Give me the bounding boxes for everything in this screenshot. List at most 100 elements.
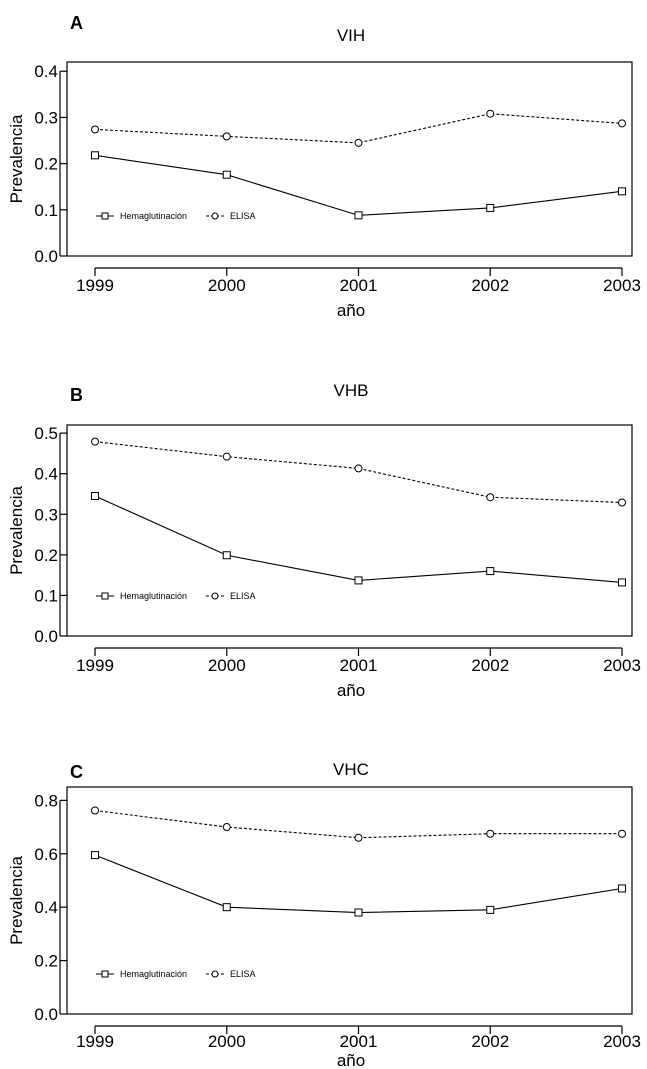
legend-label: Hemaglutinación bbox=[120, 591, 187, 601]
data-point bbox=[222, 551, 231, 560]
legend: Hemaglutinación ELISA bbox=[96, 211, 256, 221]
y-tick-label: 0.6 bbox=[34, 845, 58, 864]
data-point bbox=[91, 851, 99, 860]
y-tick-label: 0.1 bbox=[34, 586, 58, 605]
data-point bbox=[486, 567, 495, 576]
legend-label: ELISA bbox=[230, 211, 256, 221]
data-point bbox=[486, 829, 495, 838]
series-elisa bbox=[91, 437, 626, 507]
data-point bbox=[91, 806, 99, 815]
legend-square-marker bbox=[101, 592, 109, 600]
series-elisa bbox=[91, 109, 626, 147]
data-point bbox=[222, 452, 231, 461]
panel-letter: C bbox=[70, 762, 83, 782]
x-tick-label: 2003 bbox=[603, 656, 641, 675]
panel-letter: B bbox=[70, 385, 83, 405]
data-point bbox=[91, 151, 99, 160]
panel-letter: A bbox=[70, 13, 83, 33]
y-tick-label: 0.3 bbox=[34, 108, 58, 127]
data-point bbox=[222, 132, 231, 141]
data-point bbox=[222, 903, 231, 912]
y-tick-label: 0.0 bbox=[34, 627, 58, 646]
y-tick-label: 0.1 bbox=[34, 201, 58, 220]
data-point bbox=[354, 576, 363, 585]
data-point bbox=[354, 464, 363, 473]
data-point bbox=[618, 884, 626, 893]
data-point bbox=[354, 211, 363, 220]
y-axis-label: Prevalencia bbox=[7, 856, 26, 945]
y-tick-label: 0.0 bbox=[34, 1005, 58, 1024]
data-point bbox=[354, 833, 363, 842]
legend-circle-marker bbox=[211, 212, 219, 220]
legend-square-marker bbox=[101, 970, 109, 978]
x-axis-label: año bbox=[337, 1051, 365, 1069]
data-point bbox=[486, 905, 495, 914]
y-tick-label: 0.4 bbox=[34, 465, 58, 484]
x-axis-label: año bbox=[337, 681, 365, 700]
series-line bbox=[94, 113, 623, 144]
x-axis-label: año bbox=[337, 301, 365, 320]
legend-label: ELISA bbox=[230, 591, 256, 601]
panel-c: C VHC 0.0 0.2 0.4 0.6 0.8 1999 2000 2001 2002 2003 a… bbox=[7, 760, 641, 1069]
legend-circle-marker bbox=[211, 592, 219, 600]
data-point bbox=[618, 829, 626, 838]
y-axis-label: Prevalencia bbox=[7, 486, 26, 575]
y-axis-label: Prevalencia bbox=[7, 114, 26, 203]
y-tick-label: 0.5 bbox=[34, 424, 58, 443]
x-tick-label: 2001 bbox=[340, 1032, 378, 1051]
x-tick-label: 2002 bbox=[471, 656, 509, 675]
plot-frame bbox=[66, 424, 633, 637]
panel-a: A VIH 0.0 0.1 0.2 0.3 0.4 1999 2000 2001 2002 2003 a… bbox=[7, 13, 641, 320]
legend-label: ELISA bbox=[230, 969, 256, 979]
y-tick-label: 0.2 bbox=[34, 546, 58, 565]
series-elisa bbox=[91, 806, 626, 842]
panel-b: B VHB 0.0 0.1 0.2 0.3 0.4 0.5 1999 2000 2001 2002 20… bbox=[7, 381, 641, 700]
data-point bbox=[618, 498, 626, 507]
x-tick-label: 1999 bbox=[76, 276, 114, 295]
chart-title: VHC bbox=[333, 760, 369, 779]
y-tick-label: 0.0 bbox=[34, 247, 58, 266]
legend-square-marker bbox=[101, 212, 109, 220]
plot-frame bbox=[66, 61, 633, 257]
plot-frame bbox=[66, 786, 633, 1015]
series-hemaglutinacion bbox=[91, 851, 626, 917]
data-point bbox=[91, 492, 99, 501]
series-line bbox=[94, 854, 623, 914]
x-tick-label: 2001 bbox=[340, 656, 378, 675]
data-point bbox=[486, 203, 495, 212]
x-tick-label: 1999 bbox=[76, 656, 114, 675]
series-line bbox=[94, 154, 623, 216]
series-line bbox=[94, 495, 623, 583]
x-tick-label: 2000 bbox=[208, 276, 246, 295]
y-tick-label: 0.4 bbox=[34, 62, 58, 81]
y-tick-label: 0.2 bbox=[34, 155, 58, 174]
series-hemaglutinacion bbox=[91, 492, 626, 587]
chart-title: VHB bbox=[334, 381, 369, 400]
data-point bbox=[486, 109, 495, 118]
data-point bbox=[222, 823, 231, 832]
chart-title: VIH bbox=[337, 26, 365, 45]
legend-label: Hemaglutinación bbox=[120, 211, 187, 221]
legend: Hemaglutinación ELISA bbox=[96, 969, 256, 979]
data-point bbox=[222, 170, 231, 179]
data-point bbox=[618, 119, 626, 128]
x-tick-label: 2001 bbox=[340, 276, 378, 295]
series-line bbox=[94, 809, 622, 839]
x-tick-label: 2002 bbox=[471, 1032, 509, 1051]
data-point bbox=[486, 493, 495, 502]
legend: Hemaglutinación ELISA bbox=[96, 591, 256, 601]
data-point bbox=[354, 908, 363, 917]
data-point bbox=[618, 187, 626, 196]
x-tick-label: 2002 bbox=[471, 276, 509, 295]
data-point bbox=[91, 125, 99, 134]
y-tick-label: 0.8 bbox=[34, 791, 58, 810]
series-hemaglutinacion bbox=[91, 151, 626, 220]
data-point bbox=[91, 437, 99, 446]
x-tick-label: 2003 bbox=[603, 276, 641, 295]
data-point bbox=[354, 138, 363, 147]
data-point bbox=[618, 578, 626, 587]
y-tick-label: 0.2 bbox=[34, 952, 58, 971]
y-tick-label: 0.4 bbox=[34, 898, 58, 917]
x-tick-label: 1999 bbox=[76, 1032, 114, 1051]
